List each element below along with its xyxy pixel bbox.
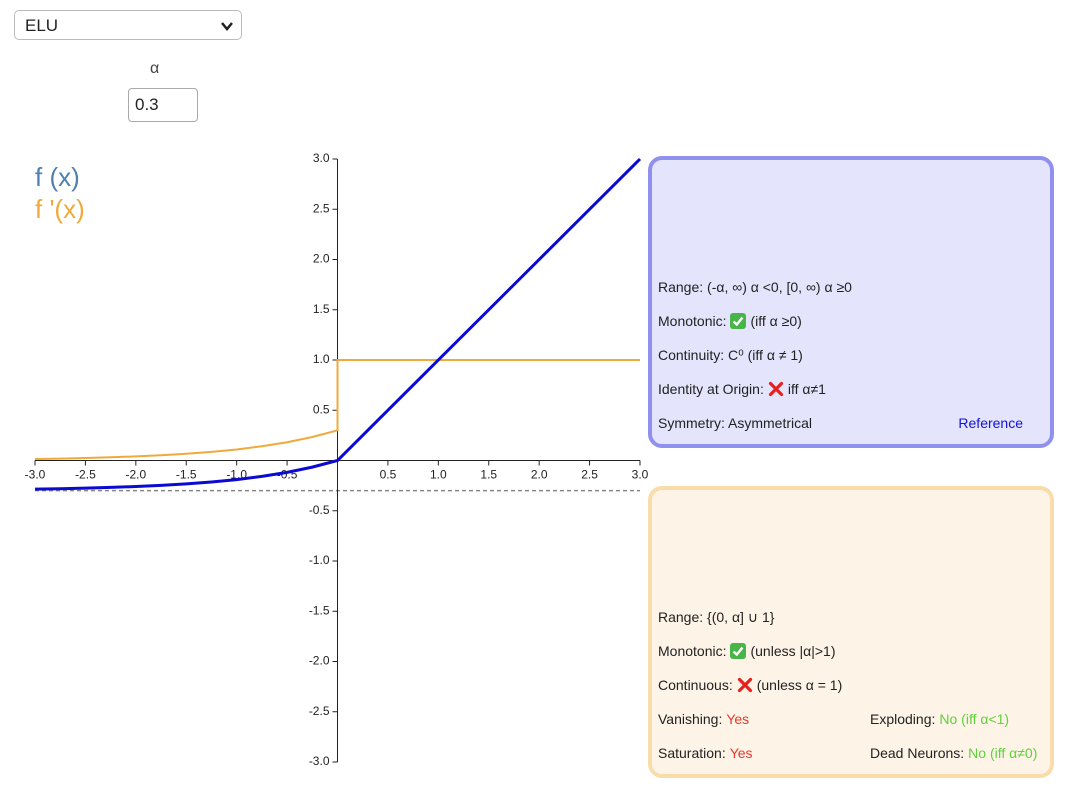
select-value: ELU (25, 16, 59, 35)
panel-cell: Continuity: C⁰ (iff α ≠ 1) (658, 345, 807, 365)
y-tick-label: -1.5 (309, 603, 330, 617)
y-tick-label: -3.0 (309, 754, 330, 768)
panel-cell: Identity at Origin: iff α≠1 (658, 379, 830, 399)
x-tick-label: 1.0 (430, 468, 447, 482)
series-line (34, 157, 642, 491)
panel-cell: Range: (-α, ∞) α <0, [0, ∞) α ≥0 (658, 277, 856, 297)
cross-icon (737, 677, 752, 693)
y-tick-label: 3.0 (313, 151, 330, 165)
y-tick-label: -2.0 (309, 654, 330, 668)
x-tick-label: -3.0 (25, 468, 46, 482)
x-tick-label: -1.5 (176, 468, 197, 482)
panel-cell: Symmetry: Asymmetrical (658, 413, 816, 433)
panel-text: No (iff α≠0) (968, 745, 1038, 761)
panel-text: Continuous: (658, 677, 733, 693)
x-tick-label: 0.5 (380, 468, 397, 482)
panel-text: No (iff α<1) (939, 711, 1010, 727)
function-panel: Range: (-α, ∞) α <0, [0, ∞) α ≥0 Monotoni… (648, 156, 1054, 448)
function-select[interactable]: ELU (14, 10, 242, 40)
panel-row: Symmetry: Asymmetrical (658, 413, 1048, 433)
x-tick-label: 3.0 (632, 468, 649, 482)
check-icon (730, 313, 747, 329)
x-tick-label: 2.5 (581, 468, 598, 482)
legend-entry: f (x) (35, 162, 80, 192)
y-tick-label: -1.0 (309, 553, 330, 567)
panel-text: Range: (-α, ∞) α <0, [0, ∞) α ≥0 (658, 279, 852, 295)
panel-text: Continuity: C⁰ (iff α ≠ 1) (658, 347, 803, 363)
reference-link[interactable]: Reference (958, 415, 1023, 431)
series-line (34, 359, 640, 460)
chevron (221, 22, 233, 31)
y-tick-label: 1.5 (313, 302, 330, 316)
panel-text: Symmetry: Asymmetrical (658, 415, 813, 431)
y-tick-label: 2.5 (313, 201, 330, 215)
check-icon (730, 643, 747, 659)
panel-text: Range: {(0, α] ∪ 1} (658, 609, 775, 625)
panel-cell: Monotonic: (unless |α|>1) (658, 641, 840, 661)
panel-cell: Dead Neurons: No (iff α≠0) (870, 743, 1041, 763)
panel-text: (unless |α|>1) (750, 643, 836, 659)
panel-text: Yes (726, 711, 750, 727)
legend-entry: f '(x) (35, 194, 85, 224)
alpha-label: α (150, 60, 160, 77)
panel-text: Monotonic: (658, 643, 727, 659)
panel-text: (iff α ≥0) (750, 313, 802, 329)
panel-text: Identity at Origin: (658, 381, 764, 397)
panel-text: (unless α = 1) (756, 677, 843, 693)
x-tick-label: -2.0 (125, 468, 146, 482)
y-tick-label: -2.5 (309, 704, 330, 718)
derivative-panel: Range: {(0, α] ∪ 1} Monotonic: (unless |α|… (648, 486, 1054, 778)
x-tick-label: -2.5 (75, 468, 96, 482)
panel-row: Range: (-α, ∞) α <0, [0, ∞) α ≥0 (658, 277, 1048, 297)
y-tick-label: 1.0 (313, 352, 330, 366)
panel-cell: Monotonic: (iff α ≥0) (658, 311, 806, 331)
panel-text: iff α≠1 (787, 381, 826, 397)
panel-text: Dead Neurons: (870, 745, 965, 761)
panel-row: Continuity: C⁰ (iff α ≠ 1) (658, 345, 1048, 365)
panel-row: Monotonic: (unless |α|>1) (658, 641, 1048, 661)
panel-row: Saturation: Yes Dead Neurons: No (iff α≠0) (658, 743, 1048, 763)
x-tick-label: 1.5 (480, 468, 497, 482)
panel-cell: Exploding: No (iff α<1) (870, 709, 1013, 729)
panel-text: Yes (729, 745, 753, 761)
panel-text: Saturation: (658, 745, 726, 761)
panel-text: Monotonic: (658, 313, 727, 329)
cross-icon (768, 381, 783, 397)
panel-cell: Continuous: (unless α = 1) (658, 675, 846, 695)
panel-cell: Vanishing: Yes (658, 709, 753, 729)
panel-cell: Range: {(0, α] ∪ 1} (658, 607, 778, 627)
panel-row: Vanishing: Yes Exploding: No (iff α<1) (658, 709, 1048, 729)
panel-text: Vanishing: (658, 711, 723, 727)
panel-cell: Saturation: Yes (658, 743, 757, 763)
panel-text: Exploding: (870, 711, 936, 727)
y-tick-label: 2.0 (313, 252, 330, 266)
alpha-input[interactable]: 0.3 (128, 88, 198, 122)
panel-row: Range: {(0, α] ∪ 1} (658, 607, 1048, 627)
panel-row: Monotonic: (iff α ≥0) (658, 311, 1048, 331)
panel-row: Continuous: (unless α = 1) (658, 675, 1048, 695)
panel-row: Identity at Origin: iff α≠1 (658, 379, 1048, 399)
y-tick-label: -0.5 (309, 503, 330, 517)
y-tick-label: 0.5 (313, 402, 330, 416)
x-tick-label: 2.0 (531, 468, 548, 482)
